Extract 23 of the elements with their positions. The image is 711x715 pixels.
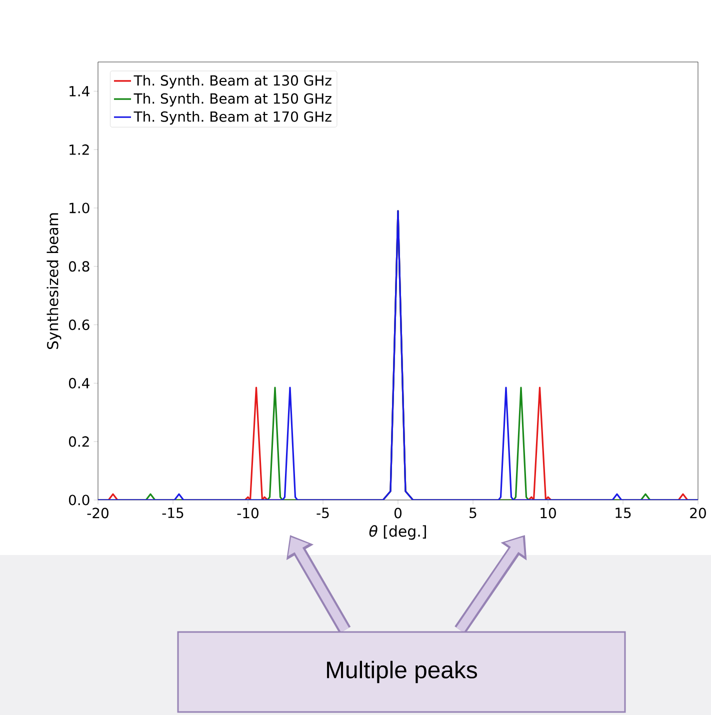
y-tick-label: 1.4 bbox=[70, 86, 90, 96]
y-tick-label: 0.4 bbox=[68, 378, 90, 388]
y-tick-label: 0.0 bbox=[68, 494, 90, 506]
x-tick-label: 10 bbox=[540, 508, 556, 518]
y-tick-label: 0.8 bbox=[68, 261, 90, 272]
y-axis-title: Synthesized beam bbox=[46, 213, 62, 349]
x-tick-label: 20 bbox=[690, 508, 706, 518]
text: Multiple peaks bbox=[327, 660, 478, 684]
legend-label: Th. Synth. Beam at 130 GHz bbox=[134, 74, 332, 88]
x-tick-label: 0 bbox=[394, 508, 402, 518]
y-tick-label: 1.0 bbox=[70, 202, 90, 214]
x-tick-label: 15 bbox=[616, 508, 631, 518]
y-tick-label: 0.2 bbox=[68, 436, 89, 447]
legend-label: Th. Synth. Beam at 150 GHz bbox=[134, 93, 332, 107]
x-tick-label: -20 bbox=[87, 508, 108, 518]
x-tick-label: -10 bbox=[237, 508, 258, 518]
y-tick-label: 0.6 bbox=[68, 320, 90, 330]
y-tick-label: 1.2 bbox=[70, 144, 89, 155]
legend-label: Th. Synth. Beam at 170 GHz bbox=[134, 111, 332, 125]
x-tick-label: -5 bbox=[316, 508, 329, 518]
x-axis-title: θ [deg.] bbox=[369, 525, 426, 540]
x-tick-label: -15 bbox=[162, 508, 184, 518]
x-tick-label: 5 bbox=[470, 508, 476, 518]
